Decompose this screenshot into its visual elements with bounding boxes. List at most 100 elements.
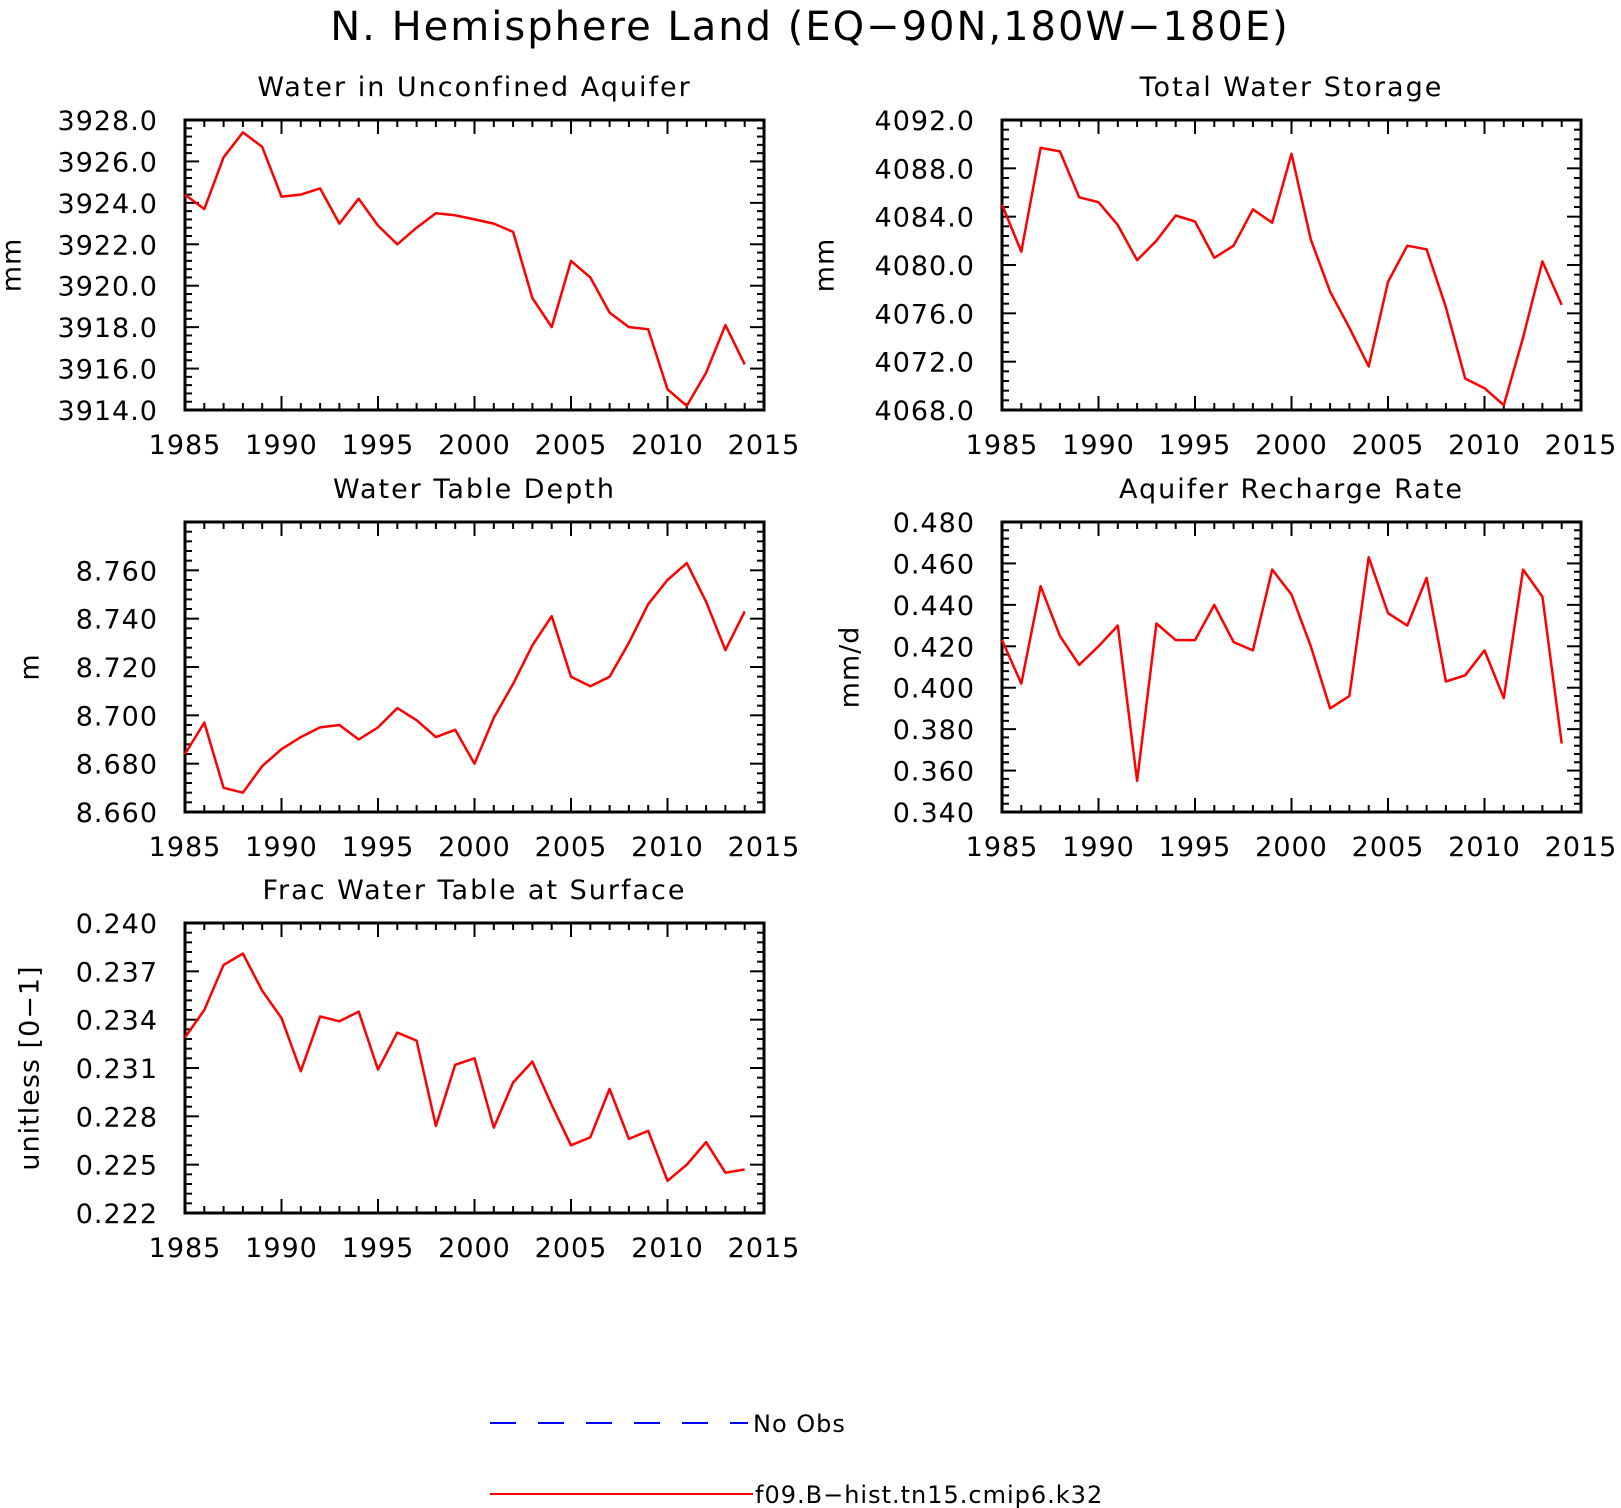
y-tick-label: 4076.0 [875,299,975,330]
plot-frame [183,921,766,1215]
y-tick-label: 4080.0 [875,251,975,282]
x-tick-label: 1990 [245,832,318,863]
plot-frame [183,520,766,814]
x-tick-label: 2000 [438,430,511,461]
y-tick-label: 8.740 [76,605,158,636]
panel-title: Water Table Depth [333,474,616,505]
y-tick-label: 3928.0 [58,106,158,137]
x-tick-label: 2005 [535,1233,608,1264]
y-tick-label: 3922.0 [58,230,158,261]
x-tick-label: 1995 [342,1233,415,1264]
panel-title: Frac Water Table at Surface [262,875,686,906]
y-tick-label: 0.228 [76,1102,158,1133]
x-tick-label: 2005 [535,430,608,461]
x-tick-label: 2005 [1352,430,1425,461]
panel-title: Aquifer Recharge Rate [1119,474,1464,505]
x-tick-label: 1990 [245,1233,318,1264]
y-tick-label: 0.420 [893,632,975,663]
y-tick-label: 4084.0 [875,203,975,234]
chart-panel-2: 1985 1990 1995 2000 2005 2010 2015 4068.0 4072.0… [810,72,1618,461]
series-line-1 [183,561,746,794]
x-tick-label: 1990 [245,430,318,461]
y-tick-label: 3926.0 [58,147,158,178]
x-tick-label: 1985 [149,1233,222,1264]
x-tick-label: 1985 [149,832,222,863]
legend-model-label: f09.B−hist.tn15.cmip6.k32 [755,1481,1103,1508]
x-tick-label: 2015 [728,832,801,863]
series-line-1 [184,131,746,408]
x-tick-label: 1985 [149,430,222,461]
plot-frame [183,118,766,412]
y-axis-label: mm/d [835,626,866,709]
y-tick-label: 3924.0 [58,189,158,220]
y-tick-label: 8.700 [76,701,158,732]
chart-panel-1: 1985 1990 1995 2000 2005 2010 2015 3914.0 3916.0… [0,72,801,461]
x-tick-label: 2015 [728,1233,801,1264]
x-tick-label: 1985 [966,832,1039,863]
x-tick-label: 2010 [631,1233,704,1264]
y-axis-label: m [15,653,46,680]
x-tick-label: 1995 [342,430,415,461]
y-tick-label: 0.222 [76,1199,158,1230]
y-tick-label: 0.360 [893,757,975,788]
x-tick-label: 2015 [1545,430,1618,461]
chart-panel-4: 1985 1990 1995 2000 2005 2010 2015 0.340 0.360 0.… [835,474,1618,863]
y-tick-label: 0.225 [76,1151,158,1182]
x-tick-label: 1990 [1062,430,1135,461]
y-tick-label: 0.400 [893,674,975,705]
y-tick-label: 0.440 [893,591,975,622]
x-tick-label: 2010 [1448,430,1521,461]
x-tick-label: 1995 [342,832,415,863]
series-line-1 [1000,146,1563,407]
y-tick-label: 8.680 [76,750,158,781]
x-tick-label: 2000 [438,1233,511,1264]
y-tick-label: 3920.0 [58,272,158,303]
y-tick-label: 0.231 [76,1054,158,1085]
y-tick-label: 4068.0 [875,396,975,427]
y-tick-label: 0.480 [893,508,975,539]
chart-panel-3: 1985 1990 1995 2000 2005 2010 2015 8.660 8.680 8.… [15,474,801,863]
chart-panel-5: 1985 1990 1995 2000 2005 2010 2015 0.222 0.225 0.… [15,875,801,1264]
panel-title: Total Water Storage [1139,72,1444,103]
legend-obs-label: No Obs [753,1410,846,1438]
series-line-1 [1000,555,1563,783]
y-tick-label: 3918.0 [58,313,158,344]
panels: 1985 1990 1995 2000 2005 2010 2015 3914.0 3916.0… [0,72,1618,1264]
x-tick-label: 1990 [1062,832,1135,863]
x-tick-label: 1995 [1159,832,1232,863]
y-tick-label: 4072.0 [875,348,975,379]
x-tick-label: 2015 [1545,832,1618,863]
y-tick-label: 8.720 [76,653,158,684]
series-line-1 [183,952,745,1183]
y-tick-label: 0.340 [893,798,975,829]
y-tick-label: 0.240 [76,909,158,940]
x-tick-label: 2000 [438,832,511,863]
legend: No Obs f09.B−hist.tn15.cmip6.k32 [490,1410,1103,1508]
y-axis-label: mm [810,238,841,293]
y-tick-label: 0.237 [76,957,158,988]
plot-frame [1000,520,1583,814]
x-tick-label: 2000 [1255,430,1328,461]
y-tick-label: 3914.0 [58,396,158,427]
x-tick-label: 2005 [535,832,608,863]
y-tick-label: 0.234 [76,1006,158,1037]
y-tick-label: 4088.0 [875,154,975,185]
x-tick-label: 1985 [966,430,1039,461]
y-tick-label: 3916.0 [58,355,158,386]
y-axis-label: mm [0,238,28,293]
y-tick-label: 4092.0 [875,106,975,137]
y-tick-label: 8.760 [76,556,158,587]
x-tick-label: 1995 [1159,430,1232,461]
x-tick-label: 2015 [728,430,801,461]
x-tick-label: 2000 [1255,832,1328,863]
x-tick-label: 2010 [631,832,704,863]
plot-frame [1000,118,1583,412]
y-tick-label: 0.380 [893,715,975,746]
x-tick-label: 2005 [1352,832,1425,863]
x-tick-label: 2010 [1448,832,1521,863]
panel-title: Water in Unconfined Aquifer [257,72,691,103]
x-tick-label: 2010 [631,430,704,461]
y-axis-label: unitless [0−1] [15,965,46,1170]
y-tick-label: 8.660 [76,798,158,829]
